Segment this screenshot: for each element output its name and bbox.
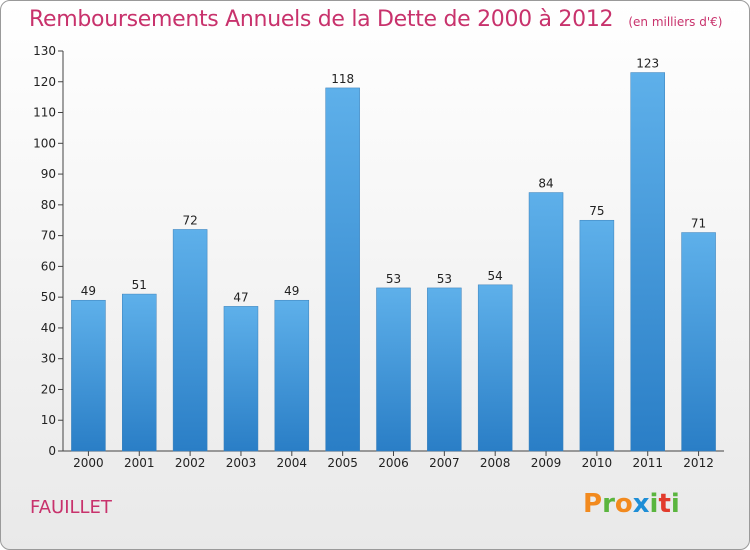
proxiti-logo: Proxiti xyxy=(583,489,680,519)
x-tick-label-2011: 2011 xyxy=(632,456,663,470)
x-tick-label-2007: 2007 xyxy=(429,456,460,470)
logo-letter: x xyxy=(632,489,650,519)
bar-2002 xyxy=(172,229,208,452)
logo-letter: i xyxy=(649,489,659,519)
bar-2000 xyxy=(71,299,106,452)
commune-name: FAUILLET xyxy=(30,497,112,518)
data-label-2010: 75 xyxy=(589,204,604,218)
y-tick-label: 90 xyxy=(41,167,56,181)
logo-letter: o xyxy=(614,489,633,519)
bar-2006 xyxy=(376,287,411,452)
x-tick-label-2004: 2004 xyxy=(277,456,308,470)
bar-2003 xyxy=(223,306,259,452)
x-tick-label-2005: 2005 xyxy=(327,456,358,470)
data-label-2009: 84 xyxy=(538,177,553,191)
bar-2004 xyxy=(274,299,310,452)
logo-letter: r xyxy=(602,489,615,519)
y-tick-label: 70 xyxy=(41,229,56,243)
y-tick-label: 110 xyxy=(33,106,56,120)
chart-title-unit: (en milliers d'€) xyxy=(628,15,723,29)
bar-2001 xyxy=(122,293,157,452)
data-label-2000: 49 xyxy=(81,284,96,298)
data-label-2006: 53 xyxy=(386,272,401,286)
data-label-2001: 51 xyxy=(132,278,147,292)
x-tick-label-2003: 2003 xyxy=(226,456,257,470)
data-label-2008: 54 xyxy=(488,269,503,283)
bar-2011 xyxy=(630,72,665,452)
y-tick-label: 30 xyxy=(41,352,56,366)
bar-2007 xyxy=(427,287,462,452)
x-tick-label-2008: 2008 xyxy=(480,456,511,470)
x-tick-label-2000: 2000 xyxy=(73,456,104,470)
y-tick-label: 50 xyxy=(41,290,56,304)
bar-2005 xyxy=(325,87,360,452)
bar-2010 xyxy=(579,219,615,452)
chart-title: Remboursements Annuels de la Dette de 20… xyxy=(29,7,722,32)
x-tick-label-2010: 2010 xyxy=(582,456,613,470)
data-label-2012: 71 xyxy=(691,217,706,231)
logo-letter: P xyxy=(583,489,603,519)
x-tick-label-2001: 2001 xyxy=(124,456,155,470)
y-tick-label: 20 xyxy=(41,382,56,396)
chart-title-main: Remboursements Annuels de la Dette de 20… xyxy=(29,7,614,32)
data-label-2004: 49 xyxy=(284,284,299,298)
bar-2012 xyxy=(681,232,716,452)
logo-letter: t xyxy=(658,489,671,519)
y-tick-label: 120 xyxy=(33,75,56,89)
x-tick-label-2012: 2012 xyxy=(683,456,714,470)
y-tick-label: 100 xyxy=(33,136,56,150)
x-tick-label-2002: 2002 xyxy=(175,456,206,470)
y-tick-label: 10 xyxy=(41,413,56,427)
y-tick-label: 60 xyxy=(41,259,56,273)
y-tick-label: 80 xyxy=(41,198,56,212)
data-label-2005: 118 xyxy=(331,72,354,86)
bar-2008 xyxy=(477,284,513,452)
x-tick-label-2009: 2009 xyxy=(531,456,562,470)
y-tick-label: 40 xyxy=(41,321,56,335)
bar-2009 xyxy=(528,192,564,452)
data-label-2011: 123 xyxy=(636,57,659,71)
data-label-2002: 72 xyxy=(182,213,197,227)
logo-letter: i xyxy=(670,489,680,519)
y-tick-label: 130 xyxy=(33,44,56,58)
data-label-2007: 53 xyxy=(437,272,452,286)
y-tick-label: 0 xyxy=(48,444,56,458)
data-label-2003: 47 xyxy=(233,290,248,304)
x-tick-label-2006: 2006 xyxy=(378,456,409,470)
